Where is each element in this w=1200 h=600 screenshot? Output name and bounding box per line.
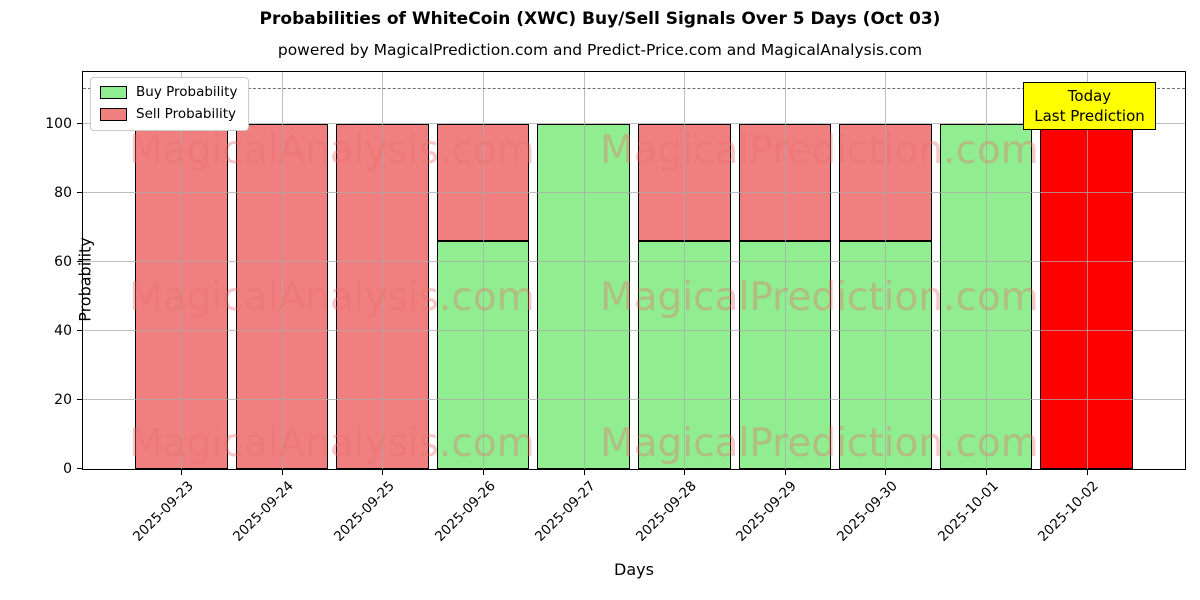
- x-gridline: [986, 72, 988, 469]
- y-tick-label: 0: [63, 461, 72, 477]
- y-tick-mark: [77, 468, 83, 469]
- plot-area: Probability MagicalAnalysis.com MagicalP…: [45, 71, 1186, 545]
- y-tick-label: 100: [45, 115, 72, 132]
- x-tick-label: 2025-09-24: [230, 478, 298, 545]
- bar-group: 2025-09-29: [733, 72, 836, 545]
- bar-group: 2025-09-27: [532, 72, 634, 545]
- bar-group: 2025-09-24: [230, 72, 333, 545]
- bar-group: 2025-10-02: [1035, 72, 1137, 545]
- y-tick-mark: [77, 398, 83, 400]
- x-tick-label: 2025-10-01: [934, 478, 1002, 545]
- today-annotation-line1: Today: [1067, 87, 1112, 105]
- x-tick-mark: [181, 469, 183, 475]
- bar-group: 2025-09-30: [834, 72, 936, 545]
- x-tick-mark: [784, 469, 786, 475]
- threshold-dashed-line: [83, 88, 1185, 90]
- x-tick-mark: [986, 469, 988, 475]
- x-tick-label: 2025-10-02: [1035, 478, 1102, 545]
- y-tick-label: 80: [54, 184, 72, 201]
- y-tick-mark: [77, 191, 83, 193]
- bar-group: 2025-09-26: [432, 72, 534, 545]
- x-tick-label: 2025-09-30: [833, 478, 901, 545]
- x-tick-mark: [885, 469, 887, 475]
- y-gridline: [83, 398, 1185, 400]
- x-tick-mark: [583, 469, 585, 475]
- buy-swatch-icon: [100, 86, 127, 99]
- bar-group: 2025-09-25: [331, 72, 433, 545]
- legend-item-sell: Sell Probability: [100, 107, 237, 122]
- y-tick-label: 60: [54, 253, 72, 270]
- today-annotation: Today Last Prediction: [1023, 82, 1156, 130]
- x-gridline: [483, 72, 485, 469]
- x-gridline: [1086, 72, 1088, 469]
- x-tick-label: 2025-09-25: [330, 478, 398, 545]
- legend-item-buy: Buy Probability: [100, 85, 237, 100]
- bars-container: 2025-09-23 2025-09-24 2025-09-25 2025-09-26…: [83, 72, 1185, 545]
- x-gridline: [684, 72, 686, 469]
- x-tick-label: 2025-09-28: [632, 478, 700, 545]
- x-gridline: [281, 72, 283, 469]
- legend: Buy Probability Sell Probability: [90, 77, 250, 131]
- bar-group: 2025-09-23: [130, 72, 232, 545]
- y-tick-mark: [77, 260, 83, 262]
- x-tick-mark: [1086, 469, 1088, 475]
- x-tick-mark: [281, 469, 283, 475]
- y-tick-mark: [77, 329, 83, 331]
- y-gridline: [83, 329, 1185, 331]
- y-gridline: [83, 260, 1185, 262]
- chart-subtitle: powered by MagicalPrediction.com and Pre…: [277, 41, 923, 59]
- bar-group: 2025-10-01: [935, 72, 1037, 545]
- x-tick-mark: [483, 469, 485, 475]
- x-tick-mark: [684, 469, 686, 475]
- y-gridline: [83, 191, 1185, 193]
- x-tick-label: 2025-09-27: [532, 478, 599, 545]
- x-axis-label: Days: [614, 560, 654, 579]
- x-tick-label: 2025-09-23: [129, 478, 197, 545]
- legend-buy-label: Buy Probability: [136, 84, 238, 100]
- legend-sell-label: Sell Probability: [136, 106, 237, 122]
- chart-title: Probabilities of WhiteCoin (XWC) Buy/Sel…: [259, 9, 941, 29]
- y-tick-label: 20: [54, 391, 72, 408]
- x-gridline: [583, 72, 585, 469]
- x-gridline: [181, 72, 183, 469]
- x-gridline: [784, 72, 786, 469]
- bar-group: 2025-09-28: [633, 72, 735, 545]
- sell-swatch-icon: [100, 108, 127, 121]
- y-gridline: [83, 122, 1185, 124]
- x-gridline: [382, 72, 384, 469]
- today-annotation-line2: Last Prediction: [1034, 107, 1145, 125]
- y-tick-mark: [77, 122, 83, 124]
- x-tick-mark: [382, 469, 384, 475]
- x-tick-label: 2025-09-29: [733, 478, 801, 545]
- x-tick-label: 2025-09-26: [431, 478, 499, 545]
- x-gridline: [885, 72, 887, 469]
- y-tick-label: 40: [54, 322, 72, 339]
